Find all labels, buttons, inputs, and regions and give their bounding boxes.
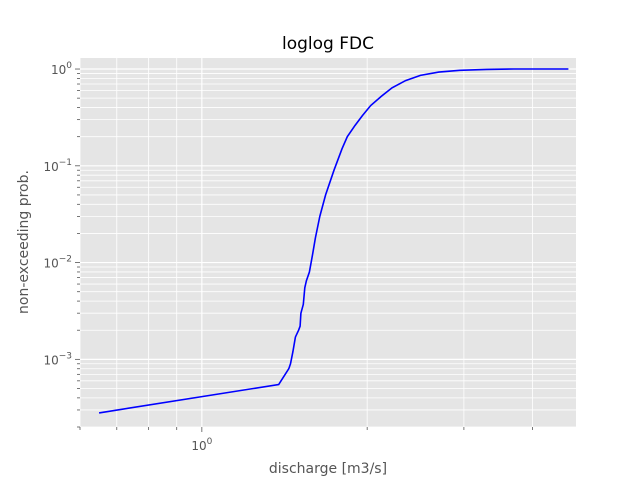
axis-ticks xyxy=(75,68,533,432)
y-tick-label: 10−3 xyxy=(43,351,72,367)
series-line xyxy=(98,68,569,414)
x-axis-label: discharge [m3/s] xyxy=(269,461,387,477)
plot-background xyxy=(80,58,576,427)
y-axis-label: non-exceeding prob. xyxy=(16,170,32,314)
major-gridlines xyxy=(80,58,576,427)
tick-labels: 100 10−3 10−2 10−1 100 xyxy=(43,61,212,453)
minor-gridlines xyxy=(79,58,576,428)
x-tick-label: 100 xyxy=(191,437,212,453)
chart-title: loglog FDC xyxy=(282,34,374,54)
y-tick-label: 10−1 xyxy=(43,158,72,174)
y-tick-label: 100 xyxy=(51,61,72,77)
y-tick-label: 10−2 xyxy=(43,255,72,271)
